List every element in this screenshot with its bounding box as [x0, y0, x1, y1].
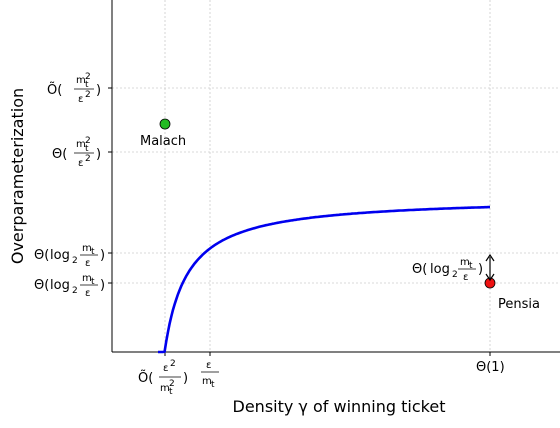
svg-text:t: t	[469, 261, 473, 271]
svg-text:Θ(: Θ(	[34, 248, 49, 263]
svg-text:): )	[100, 248, 105, 263]
svg-text:Õ(: Õ(	[47, 82, 62, 98]
svg-text:m: m	[460, 257, 470, 268]
label-pensia: Pensia	[498, 297, 540, 312]
svg-text:log: log	[50, 278, 70, 293]
svg-text:m: m	[76, 139, 86, 150]
svg-text:ε: ε	[85, 288, 90, 299]
svg-text:t: t	[211, 380, 215, 390]
svg-text:): )	[100, 278, 105, 293]
svg-text:log: log	[430, 262, 450, 277]
svg-text:2: 2	[169, 379, 175, 389]
svg-text:Θ(: Θ(	[52, 147, 67, 162]
svg-text:2: 2	[72, 286, 78, 296]
svg-text:2: 2	[72, 256, 78, 266]
svg-text:ε: ε	[85, 258, 90, 269]
svg-text:t: t	[91, 247, 95, 257]
svg-text:): )	[96, 83, 101, 98]
svg-text:2: 2	[452, 270, 458, 280]
svg-text:t: t	[91, 277, 95, 287]
label-malach: Malach	[140, 134, 186, 149]
svg-text:t: t	[85, 144, 89, 154]
svg-text:2: 2	[85, 72, 91, 82]
gridlines	[112, 0, 560, 352]
svg-text:log: log	[50, 248, 70, 263]
svg-text:ε: ε	[463, 272, 468, 283]
axes	[108, 0, 560, 356]
svg-text:ε: ε	[78, 158, 83, 169]
svg-text:Õ(: Õ(	[138, 370, 153, 386]
svg-text:m: m	[82, 243, 92, 254]
svg-text:m: m	[160, 383, 170, 394]
svg-text:m: m	[82, 273, 92, 284]
svg-text:): )	[183, 371, 188, 386]
svg-text:m: m	[202, 376, 212, 387]
svg-text:2: 2	[85, 136, 91, 146]
svg-text:Θ(: Θ(	[412, 262, 427, 277]
y-axis-label: Overparameterization	[8, 88, 27, 264]
svg-text:m: m	[76, 75, 86, 86]
svg-text:Θ(: Θ(	[34, 278, 49, 293]
gap-arrow	[485, 253, 495, 282]
svg-text:): )	[96, 147, 101, 162]
point-malach	[159, 118, 171, 130]
svg-text:ε: ε	[163, 363, 168, 374]
svg-text:Θ(1): Θ(1)	[476, 360, 505, 375]
svg-text:t: t	[169, 387, 173, 397]
series-line	[158, 205, 490, 354]
svg-text:): )	[478, 262, 483, 277]
svg-text:2: 2	[85, 154, 91, 164]
svg-text:ε: ε	[206, 360, 211, 371]
svg-text:2: 2	[85, 90, 91, 100]
svg-text:t: t	[85, 80, 89, 90]
svg-text:ε: ε	[78, 94, 83, 105]
x-axis-label: Density γ of winning ticket	[233, 397, 446, 416]
svg-text:2: 2	[170, 359, 176, 369]
